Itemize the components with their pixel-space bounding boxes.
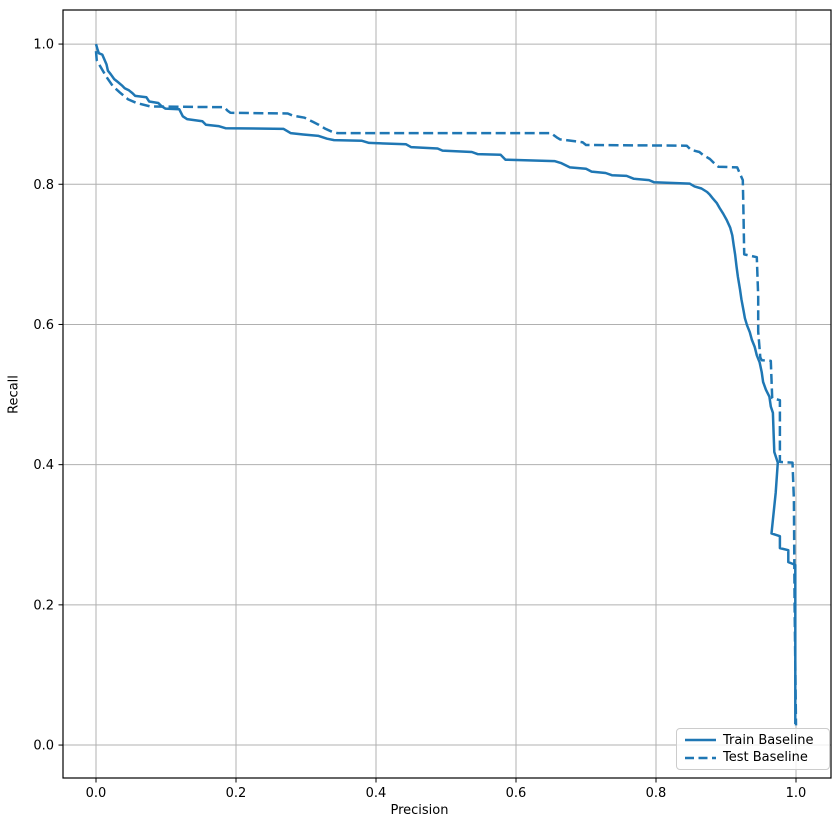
y-tick-label: 1.0 xyxy=(33,38,54,53)
x-tick-label: 0.0 xyxy=(86,786,107,801)
y-tick-label: 0.0 xyxy=(33,739,54,754)
x-tick-label: 0.4 xyxy=(366,786,387,801)
x-tick-label: 0.8 xyxy=(646,786,667,801)
y-tick-label: 0.2 xyxy=(33,598,54,613)
y-tick-label: 0.8 xyxy=(33,178,54,193)
y-axis-label: Recall xyxy=(6,375,22,414)
x-tick-label: 1.0 xyxy=(786,786,807,801)
legend-item-test: Test Baseline xyxy=(685,749,823,766)
solid-line-sample-icon xyxy=(685,738,716,742)
y-tick-label: 0.6 xyxy=(33,318,54,333)
series-line-train xyxy=(94,43,797,724)
x-axis-label: Precision xyxy=(390,803,449,818)
legend-label-test: Test Baseline xyxy=(723,750,808,766)
legend-item-train: Train Baseline xyxy=(685,732,823,749)
x-tick-label: 0.6 xyxy=(506,786,527,801)
y-tick-label: 0.4 xyxy=(33,458,54,473)
dashed-line-sample-icon xyxy=(685,756,716,760)
series-line-test xyxy=(94,51,798,726)
plot-border xyxy=(62,9,832,779)
x-tick-label: 0.2 xyxy=(226,786,247,801)
legend-label-train: Train Baseline xyxy=(723,732,814,748)
legend: Train Baseline Test Baseline xyxy=(676,728,830,770)
